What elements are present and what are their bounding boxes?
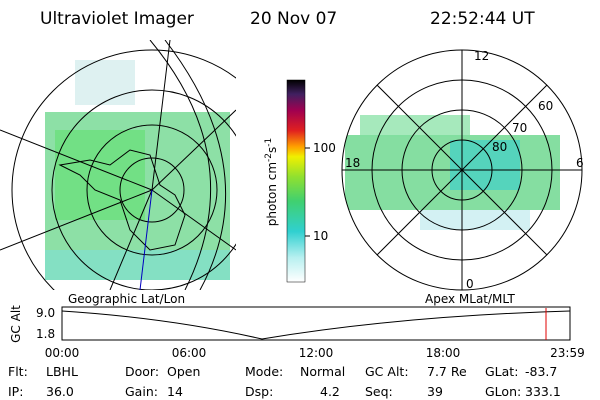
info-value: 36.0	[46, 384, 74, 399]
info-label: Door:	[125, 364, 159, 379]
timeline-ylabel: GC Alt	[9, 305, 23, 343]
info-value: 14	[167, 384, 183, 399]
info-label: Seq:	[365, 384, 393, 399]
info-value: 39	[427, 384, 443, 399]
info-label: Flt:	[8, 364, 28, 379]
colorbar-label: photon cm-2s-1	[264, 138, 279, 227]
polar-label: 18	[345, 156, 360, 170]
info-label: IP:	[8, 384, 23, 399]
date: 20 Nov 07	[250, 9, 337, 29]
map-title: Apex MLat/MLT	[425, 292, 515, 306]
polar-label: 60	[538, 99, 553, 113]
timeline-ytick: 9.0	[36, 306, 55, 320]
timeline-xticks: 00:00 06:00 12:00 18:00 23:59	[45, 346, 585, 360]
timeline-xtick: 06:00	[172, 346, 207, 360]
label-part: photon cm	[265, 162, 279, 226]
info-value: Normal	[300, 364, 345, 379]
polar-label: 80	[492, 140, 507, 154]
polar-label: 6	[576, 156, 584, 170]
info-label: Dsp:	[245, 384, 273, 399]
altitude-curve	[61, 310, 571, 340]
colorbar	[286, 79, 306, 283]
timeline-xtick: 18:00	[426, 346, 461, 360]
colorbar-tick: 100	[313, 141, 336, 155]
label-sup: -1	[264, 138, 274, 147]
polar-image	[345, 115, 560, 230]
info-panel: Flt: LBHL Door: Open Mode: Normal GC Alt: 7.7 R…	[8, 364, 561, 399]
info-value: Open	[167, 364, 200, 379]
info-value: LBHL	[46, 364, 78, 379]
info-label: GC Alt:	[365, 364, 409, 379]
info-label: Gain:	[125, 384, 158, 399]
timeline-xtick: 23:59	[550, 346, 585, 360]
info-value: 333.1	[525, 384, 561, 399]
label-sup: -2	[264, 153, 274, 162]
polar-label: 70	[512, 121, 527, 135]
label-part: s	[265, 147, 279, 153]
timeline-ytick: 1.8	[36, 327, 55, 341]
timeline-box	[61, 306, 571, 341]
info-value: 4.2	[320, 384, 340, 399]
polar-label: 12	[474, 49, 489, 63]
map-title: Geographic Lat/Lon	[68, 292, 185, 306]
time: 22:52:44 UT	[430, 9, 535, 29]
polar-label: 0	[466, 277, 474, 291]
info-label: GLon:	[485, 384, 521, 399]
info-value: 7.7 Re	[427, 364, 467, 379]
polar-grid	[341, 49, 583, 291]
info-label: GLat:	[485, 364, 518, 379]
instrument: Ultraviolet Imager	[40, 9, 194, 29]
info-label: Mode:	[245, 364, 283, 379]
geographic-map	[0, 40, 236, 290]
timeline-xtick: 12:00	[299, 346, 334, 360]
timeline-xtick: 00:00	[45, 346, 80, 360]
colorbar-tick: 10	[313, 229, 328, 243]
info-value: -83.7	[525, 364, 557, 379]
